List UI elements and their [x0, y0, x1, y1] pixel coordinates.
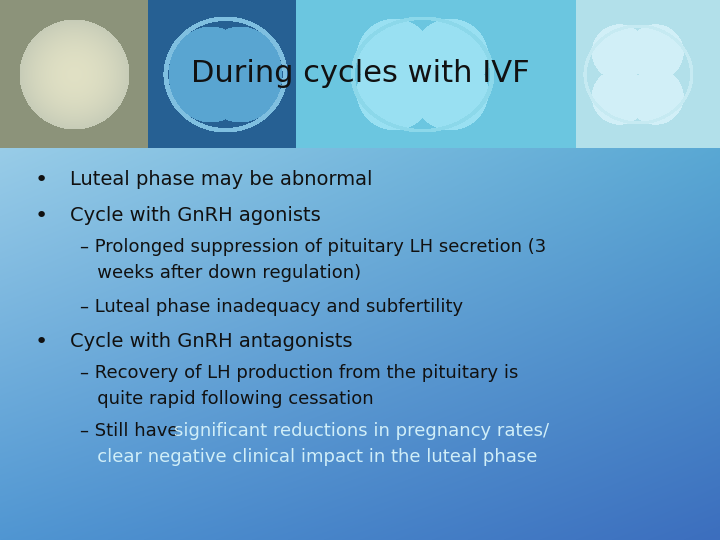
Text: weeks after down regulation): weeks after down regulation) — [80, 264, 361, 282]
Text: quite rapid following cessation: quite rapid following cessation — [80, 390, 374, 408]
Text: •: • — [35, 332, 48, 352]
Text: •: • — [35, 206, 48, 226]
Text: Cycle with GnRH antagonists: Cycle with GnRH antagonists — [70, 332, 353, 351]
Text: – Recovery of LH production from the pituitary is: – Recovery of LH production from the pit… — [80, 364, 518, 382]
Text: •: • — [35, 170, 48, 190]
Text: – Luteal phase inadequacy and subfertility: – Luteal phase inadequacy and subfertili… — [80, 298, 463, 316]
Text: significant reductions in pregnancy rates/: significant reductions in pregnancy rate… — [174, 422, 549, 440]
Text: clear negative clinical impact in the luteal phase: clear negative clinical impact in the lu… — [80, 448, 537, 466]
Text: Luteal phase may be abnormal: Luteal phase may be abnormal — [70, 170, 372, 189]
Text: Cycle with GnRH agonists: Cycle with GnRH agonists — [70, 206, 320, 225]
Text: – Prolonged suppression of pituitary LH secretion (3: – Prolonged suppression of pituitary LH … — [80, 238, 546, 256]
Text: During cycles with IVF: During cycles with IVF — [191, 59, 529, 89]
Text: – Still have: – Still have — [80, 422, 184, 440]
